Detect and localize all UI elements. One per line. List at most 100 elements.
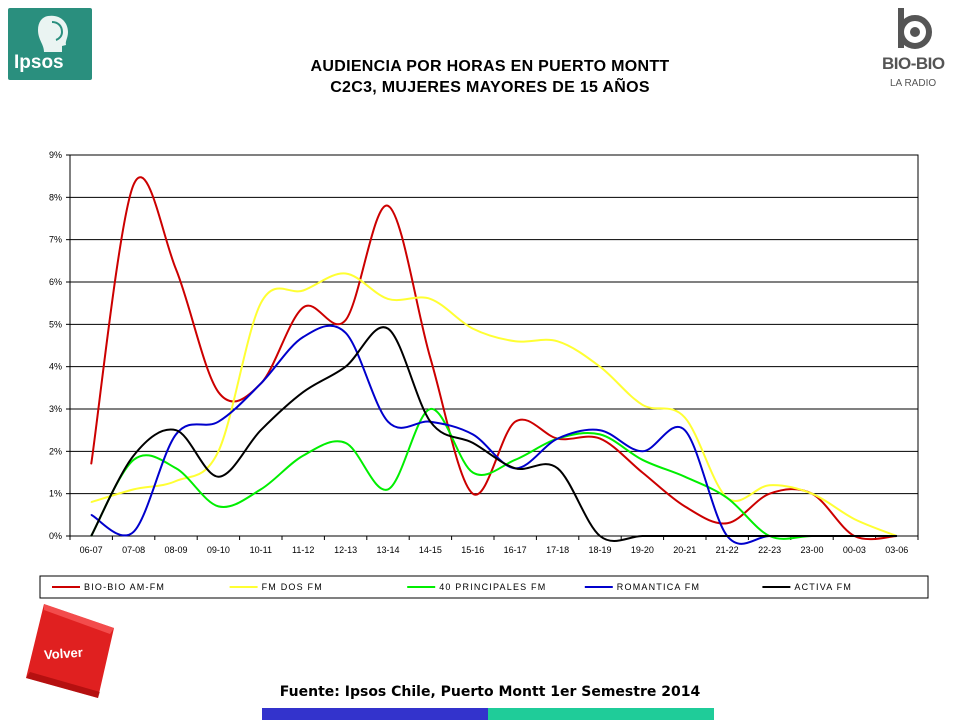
data-point (557, 438, 559, 440)
data-point (387, 298, 389, 300)
x-tick-label: 20-21 (673, 545, 696, 555)
data-point (260, 429, 262, 431)
data-point (387, 421, 389, 423)
data-point (896, 535, 898, 537)
data-point (514, 340, 516, 342)
data-point (429, 408, 431, 410)
data-point (217, 450, 219, 452)
data-point (175, 429, 177, 431)
legend-item: FM DOS FM (229, 582, 323, 592)
data-point (260, 302, 262, 304)
data-point (302, 336, 304, 338)
data-point (217, 505, 219, 507)
back-button-shape[interactable] (14, 600, 124, 700)
data-point (133, 454, 135, 457)
data-point (599, 535, 601, 537)
series-2 (90, 272, 898, 537)
data-point (90, 514, 92, 516)
audience-chart: 0% 1% 2% 3% 4% 5% 6% 7% 8% 9% 06-07 07-08 08-09 09-10… (39, 150, 929, 599)
data-point (175, 467, 177, 469)
data-point (472, 442, 474, 444)
biobio-logo-subtext: LA RADIO (890, 78, 937, 89)
data-point (811, 535, 813, 537)
x-tick-label: 07-08 (122, 545, 145, 555)
data-point (641, 404, 644, 406)
data-point (769, 484, 771, 486)
legend-label: ACTIVA FM (794, 582, 852, 592)
x-tick-label: 13-14 (376, 545, 399, 555)
x-tick-label: 16-17 (504, 545, 527, 555)
data-point (345, 332, 347, 334)
legend-label: ROMANTICA FM (617, 582, 700, 592)
x-tick-label: 22-23 (758, 545, 781, 555)
data-point (726, 497, 728, 499)
biobio-b-icon (898, 8, 932, 49)
x-tick-label: 06-07 (80, 545, 103, 555)
data-point (133, 531, 135, 533)
data-point (260, 488, 262, 491)
data-point (345, 319, 347, 321)
data-point (641, 459, 644, 461)
data-point (557, 340, 559, 342)
x-tick-label: 18-19 (588, 545, 611, 555)
ipsos-head-icon (38, 15, 68, 52)
x-tick-label: 10-11 (250, 545, 272, 555)
x-tick-label: 19-20 (631, 545, 654, 555)
x-tick-label: 08-09 (164, 545, 187, 555)
data-point (472, 493, 474, 495)
data-point (302, 306, 304, 308)
legend-item: ROMANTICA FM (584, 582, 700, 592)
y-tick-label: 4% (49, 362, 62, 372)
series-line (90, 272, 898, 537)
data-point (599, 429, 601, 431)
y-tick-label: 9% (49, 150, 62, 160)
series-5 (90, 326, 898, 542)
legend-label: FM DOS FM (262, 582, 323, 592)
data-point (302, 289, 304, 292)
data-point (429, 421, 431, 423)
biobio-logo-text: BIO-BIO (882, 54, 945, 73)
series-lines (90, 176, 898, 545)
data-point (345, 442, 347, 444)
x-tick-label: 17-18 (546, 545, 569, 555)
data-point (387, 327, 389, 330)
x-tick-label: 21-22 (716, 545, 739, 555)
source-note: Fuente: Ipsos Chile, Puerto Montt 1er Se… (279, 684, 701, 700)
data-point (641, 471, 644, 474)
data-point (90, 463, 92, 465)
x-tick-label: 11-12 (292, 545, 314, 555)
series-line (90, 326, 897, 542)
footer-bar-blue (262, 708, 488, 720)
data-point (217, 391, 219, 393)
data-point (217, 476, 219, 478)
data-point (133, 459, 135, 461)
x-tick-label: 14-15 (419, 545, 442, 555)
legend-item: 40 PRINCIPALES FM (407, 582, 546, 592)
legend-box (39, 575, 929, 599)
title-line-1: AUDIENCIA POR HORAS EN PUERTO MONTT (310, 58, 670, 75)
x-tick-label: 00-03 (843, 545, 866, 555)
data-point (345, 272, 347, 275)
data-point (175, 480, 177, 482)
legend-item: BIO-BIO AM-FM (52, 582, 164, 592)
data-point (684, 476, 686, 478)
x-tick-label: 03-06 (885, 545, 908, 555)
legend-label: 40 PRINCIPALES FM (439, 582, 546, 592)
data-point (472, 327, 474, 330)
data-point (726, 522, 728, 524)
series-line (90, 324, 897, 545)
x-tick-label: 12-13 (334, 545, 357, 555)
data-point (387, 488, 389, 491)
grid-lines (69, 154, 919, 537)
data-point (175, 268, 177, 270)
data-point (641, 450, 644, 452)
data-point (599, 438, 601, 440)
data-point (472, 433, 474, 435)
data-point (684, 416, 686, 419)
data-point (514, 467, 516, 469)
plot-area (69, 154, 919, 537)
page-title: AUDIENCIA POR HORAS EN PUERTO MONTT C2C3… (160, 56, 820, 98)
ipsos-logo-text: Ipsos (14, 52, 64, 73)
back-button[interactable]: Volver (43, 644, 84, 663)
x-tick-label: 15-16 (461, 545, 484, 555)
